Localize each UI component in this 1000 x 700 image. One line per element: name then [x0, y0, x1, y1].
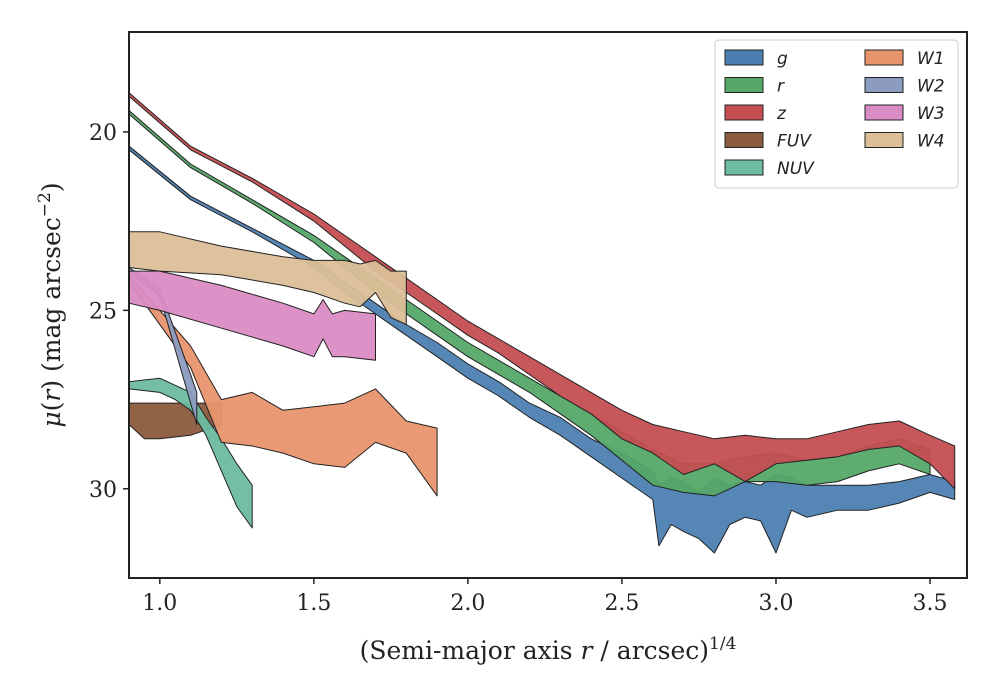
x-tick-label: 1.0: [142, 591, 177, 616]
plot-frame: [128, 31, 968, 579]
x-axis-label: (Semi-major axis r / arcsec)1/4: [360, 634, 737, 665]
x-tick-label: 2.0: [450, 591, 485, 616]
legend-label-w1: W1: [917, 49, 945, 69]
series-band-w4: [128, 231, 407, 326]
legend-swatch-w3: [864, 104, 904, 121]
legend-swatch-g: [724, 49, 764, 66]
legend-label-w4: W4: [917, 132, 945, 152]
y-axis-label: μ(r) (mag arcsec−2): [35, 182, 66, 427]
legend-label-nuv: NUV: [777, 159, 815, 179]
legend-swatch-w4: [864, 132, 904, 148]
legend-label-z: z: [776, 104, 787, 124]
legend-label-r: r: [777, 77, 785, 97]
series-band-g: [128, 145, 956, 554]
legend-label-w3: W3: [917, 104, 945, 124]
x-tick-label: 3.5: [913, 591, 948, 616]
y-tick-label: 25: [89, 299, 117, 324]
x-axis: 1.0 1.5 2.0 2.5 3.0 3.5: [142, 578, 948, 616]
x-tick-label: 3.0: [758, 591, 793, 616]
x-tick-label: 2.5: [604, 591, 639, 616]
y-tick-label: 20: [89, 121, 117, 146]
series-band-z: [128, 92, 956, 490]
legend-swatch-z: [724, 104, 764, 121]
y-tick-label: 30: [89, 478, 117, 503]
legend-label-w2: W2: [917, 77, 945, 97]
series-band-w1: [128, 274, 438, 497]
series-band-w3: [128, 270, 376, 361]
series-band-r: [128, 110, 931, 497]
x-tick-label: 1.5: [296, 591, 331, 616]
legend: grz FUV NUV W1 W2 W3 W4: [714, 39, 959, 189]
y-axis: 20 25 30: [89, 121, 129, 503]
legend-swatch-nuv: [724, 159, 764, 176]
legend-label-fuv: FUV: [777, 132, 812, 152]
legend-swatch-w1: [864, 49, 904, 66]
legend-swatch-r: [724, 77, 764, 93]
series-band-nuv: [128, 377, 253, 529]
legend-swatch-w2: [864, 77, 904, 93]
legend-swatch-fuv: [724, 132, 764, 148]
legend-label-g: g: [777, 49, 788, 69]
series-layer: [128, 92, 956, 554]
